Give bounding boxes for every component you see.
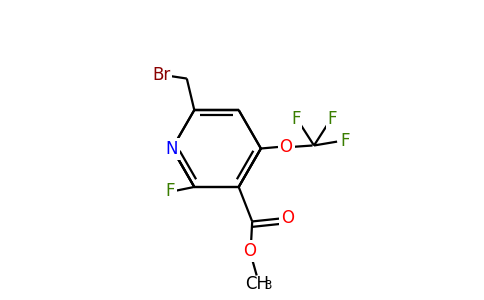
Text: O: O xyxy=(280,138,293,156)
Text: F: F xyxy=(291,110,301,128)
Text: CH: CH xyxy=(245,275,269,293)
Text: Br: Br xyxy=(152,66,170,84)
Text: F: F xyxy=(341,132,350,150)
Text: O: O xyxy=(281,209,294,227)
Text: 3: 3 xyxy=(264,280,272,292)
Text: O: O xyxy=(243,242,256,260)
Text: F: F xyxy=(328,110,337,128)
Text: F: F xyxy=(166,182,175,200)
Text: N: N xyxy=(166,140,178,158)
